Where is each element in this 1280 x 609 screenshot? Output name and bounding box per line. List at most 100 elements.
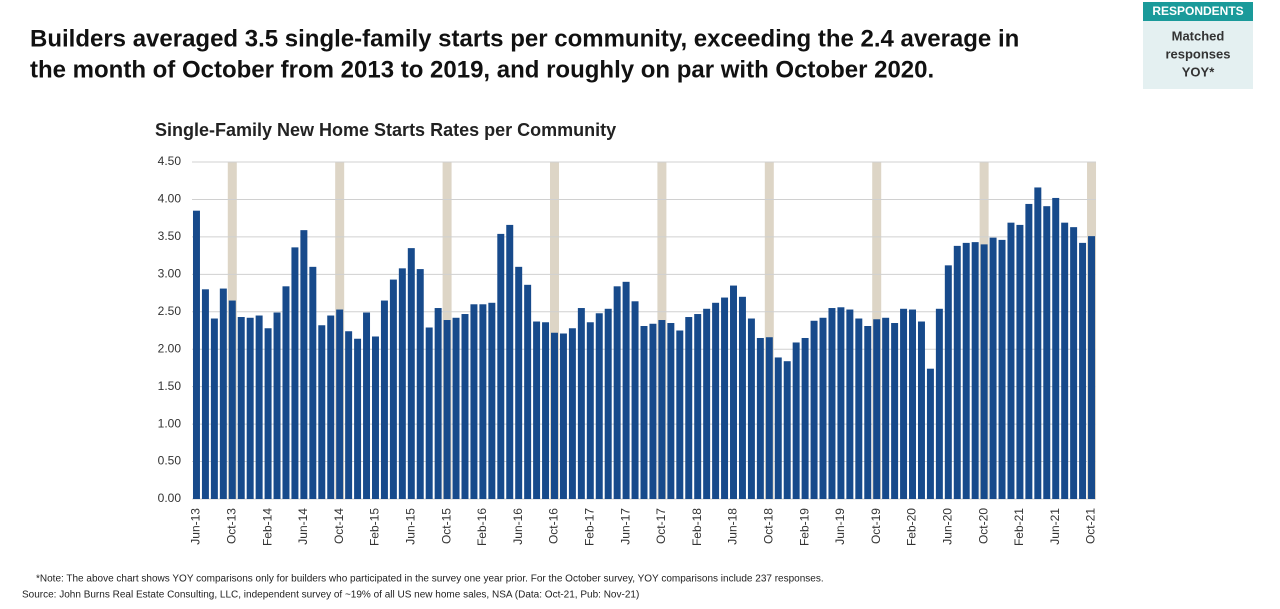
bar [846,309,854,499]
bar [497,233,505,500]
bar [792,342,800,499]
x-tick-label: Jun-17 [618,508,632,545]
x-tick-label: Jun-15 [403,508,417,545]
october-highlight [549,162,559,499]
bar [622,281,630,499]
bar [980,244,988,499]
bar [944,265,952,499]
bar [1052,197,1060,500]
bar [882,317,890,499]
chart-title: Single-Family New Home Starts Rates per … [155,120,616,140]
bar [255,315,263,499]
bar [586,322,594,499]
bar [873,319,881,499]
x-tick-label: Oct-15 [439,508,453,544]
bar [398,268,406,499]
bar [667,323,675,499]
bar [192,210,200,499]
x-tick-label: Feb-14 [260,508,274,546]
bar [595,313,603,499]
bar [989,237,997,500]
bar [1088,236,1096,499]
bar [282,286,290,499]
y-tick-label: 0.50 [158,454,182,468]
bar [273,312,281,499]
badge-line: responses [1165,46,1230,61]
source: Source: John Burns Real Estate Consultin… [22,590,639,601]
y-tick-label: 3.00 [158,267,182,281]
bar [801,337,809,499]
bar [416,269,424,499]
x-tick-label: Oct-17 [654,508,668,544]
bar [264,328,272,499]
badge-body [1143,21,1253,89]
x-tick-label: Jun-16 [511,508,525,545]
bar [506,224,514,499]
x-tick-label: Feb-17 [582,508,596,546]
bar [559,333,567,499]
x-tick-label: Oct-13 [224,508,238,544]
bar [1007,222,1015,499]
bar [300,230,308,499]
badge-title: RESPONDENTS [1152,4,1243,18]
bar [953,245,961,499]
bar [730,285,737,499]
x-tick-label: Feb-21 [1012,508,1026,546]
x-tick-label: Jun-20 [940,508,954,545]
bar [461,314,469,499]
bar [819,317,827,499]
bar [1043,206,1051,499]
bar [309,266,317,499]
x-tick-label: Feb-16 [475,508,489,546]
bar [363,312,371,499]
x-tick-label: Jun-14 [296,508,310,545]
bar [926,368,934,499]
bar [1070,227,1078,500]
bar [380,300,388,499]
october-highlight [764,162,774,499]
bar [738,296,746,499]
bar [354,338,362,499]
bar [774,357,782,499]
bar [228,300,236,499]
x-tick-label: Oct-19 [869,508,883,544]
footnote: *Note: The above chart shows YOY compari… [36,574,824,585]
bar [237,317,245,499]
bar [837,307,845,499]
bar [246,317,254,499]
badge-header [1143,2,1253,21]
bar [389,279,397,499]
bar [864,326,872,499]
y-tick-label: 0.00 [158,491,182,505]
bar [900,308,908,499]
bar [756,337,764,499]
labels: 0.00 0.50 1.00 1.50 2.00 2.50 3.00 3.50 4.00 4.50… [158,154,1098,546]
bar [909,309,917,499]
x-tick-label: Jun-18 [726,508,740,545]
x-tick-label: Jun-19 [833,508,847,545]
bar [524,284,532,499]
bar [577,308,585,499]
bar [515,266,523,499]
x-tick-label: Jun-13 [189,508,203,545]
y-tick-label: 3.50 [158,229,182,243]
bar [998,239,1006,499]
bar [810,320,818,499]
bar [649,323,657,499]
x-tick-label: Oct-20 [976,508,990,544]
x-tick-label: Jun-21 [1048,508,1062,545]
bar [291,247,299,499]
x-tick-label: Oct-21 [1084,508,1098,544]
bar [613,286,621,499]
bar [327,315,335,499]
bar [694,314,702,499]
bar [318,325,326,499]
bar [470,304,478,499]
bar [219,288,227,499]
bar [676,330,684,499]
bar [1016,224,1024,499]
bar [712,302,720,499]
bar [1025,203,1033,499]
x-tick-label: Feb-19 [797,508,811,546]
